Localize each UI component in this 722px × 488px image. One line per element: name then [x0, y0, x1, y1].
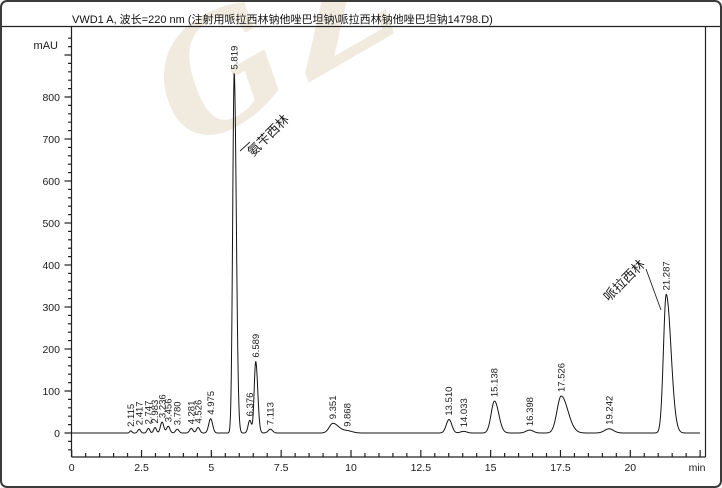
- x-axis-unit-label: min: [689, 462, 706, 474]
- peak-label: 3.456: [163, 399, 174, 423]
- x-tick-label: 5: [208, 462, 214, 474]
- peak-label: 21.287: [661, 261, 672, 290]
- x-tick-label: 17.5: [550, 462, 571, 474]
- peak-label: 6.376: [245, 393, 256, 417]
- y-tick-label: 800: [42, 92, 60, 104]
- y-tick-label: 100: [42, 386, 60, 398]
- y-tick-label: 400: [42, 260, 60, 272]
- y-tick-label: 600: [42, 176, 60, 188]
- y-tick-label: 0: [54, 428, 60, 440]
- peak-label: 6.589: [251, 334, 262, 358]
- chart-title: VWD1 A, 波长=220 nm (注射用哌拉西林钠他唑巴坦钠\哌拉西林钠他唑…: [72, 14, 493, 26]
- y-tick-label: 700: [42, 134, 60, 146]
- peak-label: 2.417: [134, 401, 145, 425]
- x-tick-label: 15: [485, 462, 497, 474]
- y-tick-label: 500: [42, 218, 60, 230]
- signal-trace: [71, 72, 701, 434]
- compound-annotation: 氨苄西林: [245, 112, 292, 159]
- peak-label: 3.780: [173, 401, 184, 425]
- peak-label: 4.526: [193, 400, 204, 424]
- peak-label: 9.868: [343, 403, 354, 427]
- peak-label: 2.115: [126, 404, 137, 427]
- peak-label: 2.983: [150, 400, 161, 424]
- peak-label: 2.747: [144, 401, 155, 425]
- y-tick-label: 300: [42, 302, 60, 314]
- peak-label: 17.526: [556, 363, 567, 392]
- y-axis-unit-label: mAU: [34, 40, 59, 52]
- peak-label: 4.975: [206, 391, 217, 415]
- x-tick-label: 10: [345, 462, 357, 474]
- peak-label: 16.398: [525, 397, 536, 426]
- annotation-leader-line: [239, 141, 251, 152]
- compound-annotation: 哌拉西林: [601, 257, 648, 304]
- x-tick-label: 0: [69, 462, 75, 474]
- x-tick-label: 20: [624, 462, 636, 474]
- peak-label: 5.819: [229, 46, 240, 70]
- peak-label: 14.033: [459, 398, 470, 427]
- x-tick-label: 7.5: [274, 462, 289, 474]
- peak-label: 15.138: [490, 368, 501, 397]
- peak-label: 4.281: [187, 401, 198, 425]
- y-tick-label: 200: [42, 344, 60, 356]
- peak-label: 13.510: [444, 387, 455, 416]
- x-tick-label: 12.5: [411, 462, 432, 474]
- x-tick-label: 2.5: [134, 462, 149, 474]
- peak-label: 19.242: [604, 396, 615, 425]
- peak-label: 3.236: [157, 394, 168, 418]
- annotation-leader-line: [645, 268, 662, 311]
- peak-label: 9.351: [328, 396, 339, 420]
- peak-label: 7.113: [266, 402, 277, 425]
